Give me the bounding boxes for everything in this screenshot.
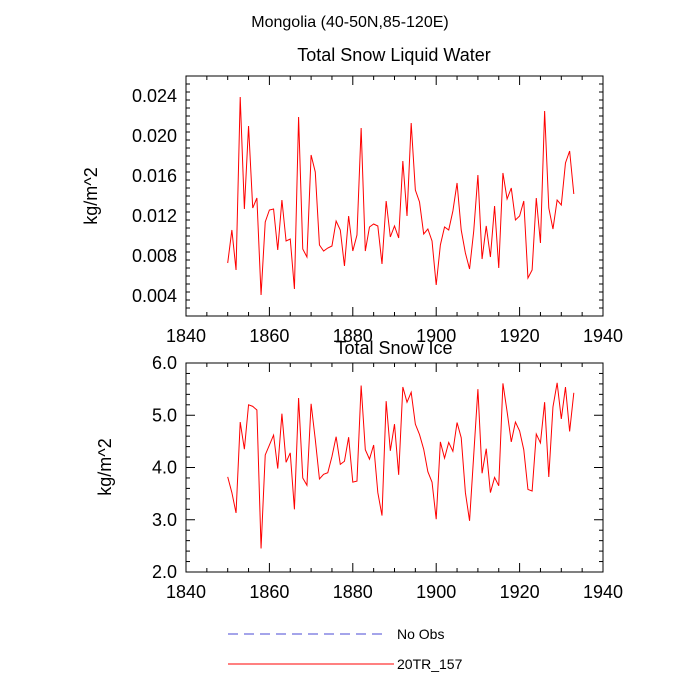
chart-title: Total Snow Ice bbox=[335, 338, 452, 358]
x-tick-label: 1920 bbox=[500, 582, 540, 602]
x-tick-label: 1940 bbox=[583, 326, 623, 346]
plot-frame bbox=[185, 75, 604, 317]
legend-label-model: 20TR_157 bbox=[397, 656, 463, 672]
figure-title: Mongolia (40-50N,85-120E) bbox=[251, 14, 448, 31]
x-tick-label: 1900 bbox=[416, 582, 456, 602]
x-tick-label: 1940 bbox=[583, 582, 623, 602]
y-tick-label: 3.0 bbox=[152, 510, 177, 530]
chart-snow-ice: Total Snow Ice kg/m^2 1840 1860 1880 1900 19… bbox=[95, 338, 623, 602]
y-tick-label: 0.012 bbox=[132, 206, 177, 226]
x-tick-label: 1860 bbox=[249, 326, 289, 346]
legend-label-no-obs: No Obs bbox=[397, 626, 444, 642]
x-tick-label: 1920 bbox=[500, 326, 540, 346]
x-tick-label: 1860 bbox=[249, 582, 289, 602]
y-tick-label: 0.004 bbox=[132, 286, 177, 306]
y-tick-label: 0.016 bbox=[132, 166, 177, 186]
series-group bbox=[227, 96, 575, 296]
x-tick-label: 1840 bbox=[166, 582, 206, 602]
series-line-20tr_157 bbox=[227, 96, 575, 296]
x-tick-label: 1880 bbox=[333, 326, 373, 346]
y-tick-label: 2.0 bbox=[152, 562, 177, 582]
y-tick-label: 0.008 bbox=[132, 246, 177, 266]
chart-snow-liquid-water: Total Snow Liquid Water kg/m^2 1840 1860 1… bbox=[81, 45, 623, 346]
axes: 1840 1860 1880 1900 1920 1940 0.004 0.008 0.012 0… bbox=[132, 75, 623, 346]
plot-frame bbox=[185, 362, 604, 573]
y-tick-label: 6.0 bbox=[152, 353, 177, 373]
axes: 1840 1860 1880 1900 1920 1940 2.0 3.0 4.0 5.0 6.0 bbox=[152, 353, 623, 602]
x-tick-label: 1840 bbox=[166, 326, 206, 346]
chart-title: Total Snow Liquid Water bbox=[297, 45, 490, 65]
y-axis-label: kg/m^2 bbox=[95, 438, 115, 495]
x-tick-label: 1880 bbox=[333, 582, 373, 602]
y-tick-label: 5.0 bbox=[152, 405, 177, 425]
y-tick-label: 4.0 bbox=[152, 458, 177, 478]
y-axis-label: kg/m^2 bbox=[81, 167, 101, 224]
legend: No Obs 20TR_157 bbox=[228, 626, 463, 672]
series-group bbox=[227, 382, 575, 549]
x-tick-label: 1900 bbox=[416, 326, 456, 346]
y-tick-label: 0.024 bbox=[132, 86, 177, 106]
series-line-20tr_157 bbox=[227, 382, 575, 549]
y-tick-label: 0.020 bbox=[132, 126, 177, 146]
